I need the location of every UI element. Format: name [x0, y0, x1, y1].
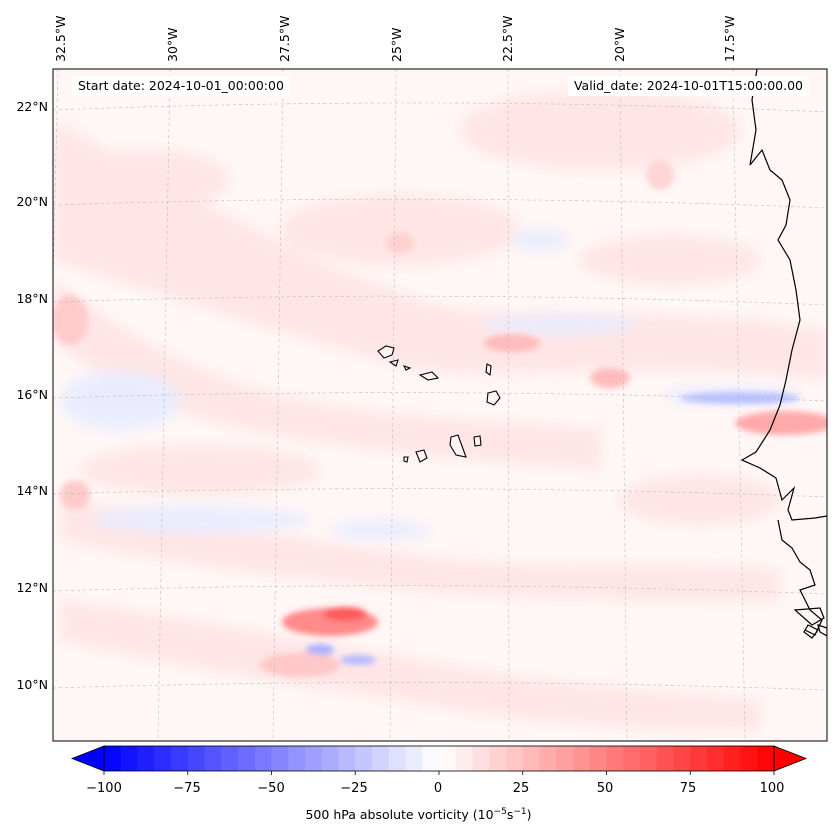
colorbar-min-extend: [70, 745, 105, 772]
colorbar-segment: [707, 746, 725, 771]
colorbar-tick-label: −100: [86, 781, 122, 796]
colorbar-segment: [288, 746, 306, 771]
colorbar-segment: [238, 746, 256, 771]
colorbar-segment: [104, 746, 122, 771]
colorbar-segment: [740, 746, 758, 771]
colorbar-tick-label: −25: [340, 781, 368, 796]
lat-label-16: 16°N: [16, 387, 48, 402]
colorbar-segment: [656, 746, 674, 771]
colorbar-segment: [171, 746, 189, 771]
lon-label-20w: 20°W: [612, 27, 627, 62]
colorbar-tick-label: 25: [512, 781, 530, 796]
lat-label-10: 10°N: [16, 677, 48, 692]
graticule: [53, 69, 827, 741]
lat-label-18: 18°N: [16, 291, 48, 306]
colorbar-segment: [254, 746, 272, 771]
valid-date-label: Valid_date: 2024-10-01T15:00:00.00: [567, 76, 809, 96]
colorbar-segment: [757, 746, 775, 771]
colorbar-segment: [506, 746, 524, 771]
colorbar-segment: [422, 746, 440, 771]
colorbar-tick-label: 75: [679, 781, 697, 796]
colorbar-tick-label: 0: [433, 781, 443, 796]
lat-label-22: 22°N: [16, 99, 48, 114]
colorbar-segment: [589, 746, 607, 771]
colorbar-segment: [455, 746, 473, 771]
lon-label-30w: 30°W: [165, 27, 180, 62]
cape-verde-islands: [377, 345, 501, 463]
colorbar-segment: [640, 746, 658, 771]
colorbar-segment: [372, 746, 390, 771]
colorbar-segment: [120, 746, 138, 771]
colorbar-tick-label: −50: [257, 781, 285, 796]
colorbar-segment: [355, 746, 373, 771]
start-date-label: Start date: 2024-10-01_00:00:00: [72, 76, 290, 96]
colorbar-segment: [154, 746, 172, 771]
lon-label-17-5w: 17.5°W: [722, 15, 737, 62]
vorticity-field: [53, 69, 827, 741]
colorbar-segment: [556, 746, 574, 771]
lon-label-22-5w: 22.5°W: [500, 15, 515, 62]
colorbar-segment: [388, 746, 406, 771]
lat-label-14: 14°N: [16, 483, 48, 498]
colorbar-tick-label: 100: [759, 781, 785, 796]
colorbar-segment: [573, 746, 591, 771]
coastline: [740, 69, 827, 639]
lat-label-20: 20°N: [16, 194, 48, 209]
colorbar-segment: [204, 746, 222, 771]
colorbar-segment: [522, 746, 540, 771]
colorbar-tick-label: −75: [173, 781, 201, 796]
colorbar-segment: [221, 746, 239, 771]
colorbar-segment: [690, 746, 708, 771]
lon-label-32-5w: 32.5°W: [53, 15, 68, 62]
colorbar-segment: [539, 746, 557, 771]
lon-label-27-5w: 27.5°W: [277, 15, 292, 62]
colorbar-segment: [338, 746, 356, 771]
colorbar-tick-label: 50: [596, 781, 614, 796]
colorbar-segment: [673, 746, 691, 771]
colorbar-segment: [723, 746, 741, 771]
lon-label-25w: 25°W: [389, 27, 404, 62]
colorbar-segment: [305, 746, 323, 771]
colorbar-segment: [137, 746, 155, 771]
colorbar-segment: [606, 746, 624, 771]
colorbar-segment: [405, 746, 423, 771]
colorbar-segment: [271, 746, 289, 771]
colorbar-segment: [321, 746, 339, 771]
map-frame: [52, 68, 828, 742]
colorbar-title: 500 hPa absolute vorticity (10−5s−1): [305, 807, 532, 823]
colorbar-segment: [439, 746, 457, 771]
colorbar-segment: [187, 746, 205, 771]
colorbar-segment: [472, 746, 490, 771]
colorbar-max-extend: [773, 745, 808, 772]
lat-label-12: 12°N: [16, 580, 48, 595]
colorbar-segment: [489, 746, 507, 771]
colorbar-segment: [623, 746, 641, 771]
colorbar: [70, 745, 808, 775]
